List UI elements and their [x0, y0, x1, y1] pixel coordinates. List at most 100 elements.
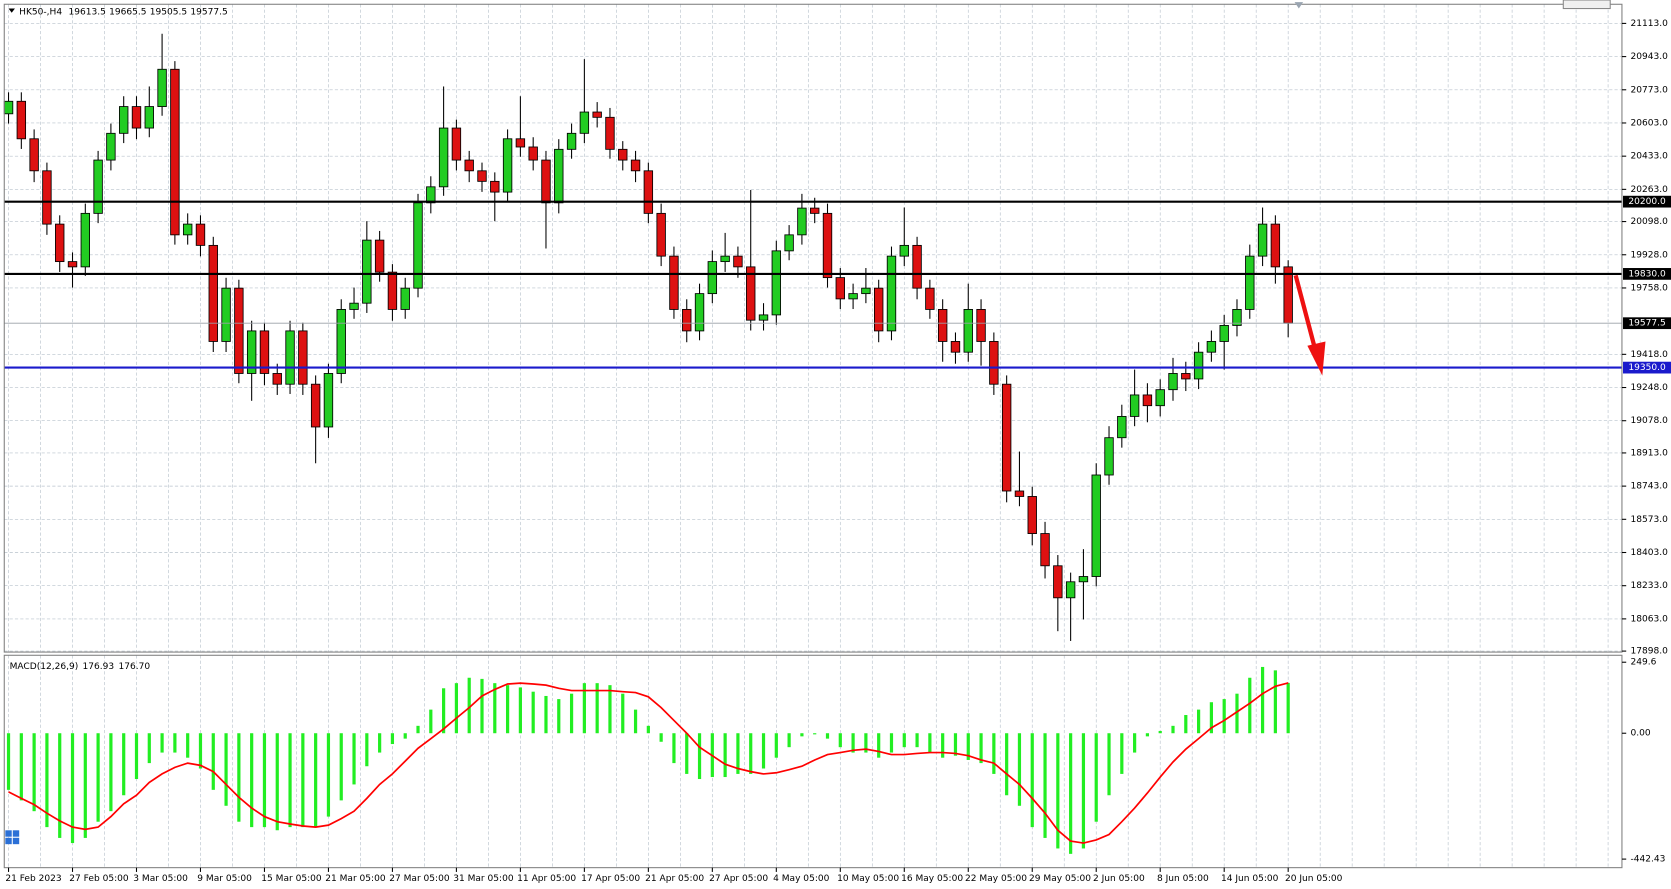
- x-tick-label: 15 Mar 05:00: [261, 874, 322, 884]
- trend-arrow: [1293, 274, 1326, 376]
- macd-bar: [966, 733, 970, 760]
- ohlc-value: 19577.5: [190, 7, 227, 17]
- macd-bar: [1056, 733, 1060, 849]
- candle-body: [1040, 533, 1050, 567]
- macd-bar: [339, 733, 343, 801]
- candle-body: [195, 223, 206, 246]
- macd-bar: [761, 733, 766, 769]
- macd-bar: [544, 695, 548, 734]
- candle-body: [246, 330, 257, 374]
- macd-bar: [838, 733, 842, 748]
- macd-bar: [134, 733, 139, 780]
- level-label-box: [1623, 268, 1671, 280]
- macd-bar: [467, 677, 471, 734]
- candle-body: [1181, 373, 1191, 380]
- candle-body: [1091, 474, 1101, 577]
- candle-body: [438, 127, 449, 188]
- macd-bar: [646, 725, 650, 734]
- macd-bar: [697, 733, 702, 780]
- y-tick-label: 18063.0: [1630, 614, 1668, 624]
- y-tick-label: 21113.0: [1630, 19, 1668, 29]
- candle-body: [758, 314, 769, 321]
- y-tick-label: 19758.0: [1630, 283, 1668, 293]
- macd-tick-label: 0.00: [1630, 729, 1650, 739]
- macd-bar: [633, 709, 638, 734]
- macd-bar: [83, 733, 87, 838]
- macd-bar: [1120, 733, 1124, 774]
- macd-bar: [813, 733, 817, 735]
- candle-body: [336, 309, 346, 374]
- symbol: HK50-,H4: [19, 7, 62, 17]
- macd-bar: [902, 733, 906, 748]
- candle-body: [221, 287, 231, 342]
- macd-bar: [70, 733, 75, 844]
- candle-body: [144, 106, 154, 129]
- icon-cell: [12, 830, 20, 837]
- x-tick-label: 21 Mar 05:00: [325, 874, 386, 884]
- main-frame: [3, 3, 1623, 653]
- candle-body: [1193, 351, 1204, 380]
- candle-body: [912, 244, 922, 289]
- macd-bar: [1133, 733, 1137, 753]
- candle-body: [515, 138, 526, 148]
- candle-body: [1078, 576, 1089, 583]
- macd-bar: [1235, 693, 1239, 734]
- candle-body: [1270, 223, 1281, 268]
- macd-bar: [352, 733, 356, 785]
- macd-bar: [1081, 733, 1086, 849]
- data-layer: [3, 33, 1622, 854]
- macd-bar: [1030, 733, 1034, 828]
- macd-bar: [1286, 682, 1290, 734]
- x-tick-label: 8 Jun 05:00: [1157, 874, 1209, 884]
- macd-title: MACD(12,26,9): [10, 661, 79, 671]
- macd-bar: [1005, 733, 1009, 796]
- macd-bar: [749, 733, 753, 774]
- candle-body: [1129, 394, 1140, 417]
- macd-bar: [608, 685, 612, 734]
- macd-bar: [1273, 670, 1277, 734]
- candle-body: [643, 170, 654, 214]
- window-control[interactable]: [1562, 0, 1611, 10]
- candle-body: [1245, 255, 1255, 310]
- macd-bar: [928, 733, 932, 753]
- macd-bar: [442, 688, 446, 734]
- candle-body: [771, 250, 782, 316]
- macd-bar: [1158, 730, 1162, 734]
- macd-bar: [173, 733, 177, 753]
- corner-icon[interactable]: [5, 830, 20, 845]
- last-price-box: [1623, 317, 1671, 330]
- candle-body: [694, 293, 705, 332]
- candle-body: [55, 223, 65, 263]
- candle-body: [937, 309, 948, 342]
- macd-bar: [224, 733, 228, 806]
- candle-body: [528, 146, 538, 161]
- macd-bar: [1094, 733, 1098, 822]
- candle-body: [566, 132, 577, 150]
- arrow-head: [1307, 341, 1326, 376]
- macd-bar: [557, 699, 561, 734]
- macd-bar: [326, 733, 331, 817]
- macd-tick-label: 249.6: [1630, 658, 1656, 668]
- macd-bar: [288, 733, 292, 828]
- macd-bar: [480, 678, 484, 734]
- candle-body: [400, 287, 410, 310]
- candle-body: [451, 127, 462, 161]
- y-tick-label: 20943.0: [1630, 52, 1668, 62]
- header-arrow: [8, 8, 15, 13]
- candle-body: [976, 309, 986, 342]
- macd-bar: [953, 733, 958, 756]
- y-tick-label: 19078.0: [1630, 416, 1668, 426]
- candle-body: [349, 302, 359, 310]
- macd-bar: [314, 733, 318, 828]
- x-tick-label: 27 Mar 05:00: [389, 874, 450, 884]
- y-tick-label: 18913.0: [1630, 448, 1668, 458]
- candle-body: [746, 266, 756, 321]
- candle-body: [822, 212, 833, 279]
- macd-bar: [685, 733, 689, 774]
- x-tick-label: 16 May 05:00: [901, 874, 963, 884]
- macd-bar: [1069, 733, 1073, 854]
- candle-body: [1014, 490, 1025, 497]
- macd-bar: [864, 733, 868, 753]
- y-tick-label: 20603.0: [1630, 118, 1668, 128]
- macd-frame: [3, 654, 1623, 869]
